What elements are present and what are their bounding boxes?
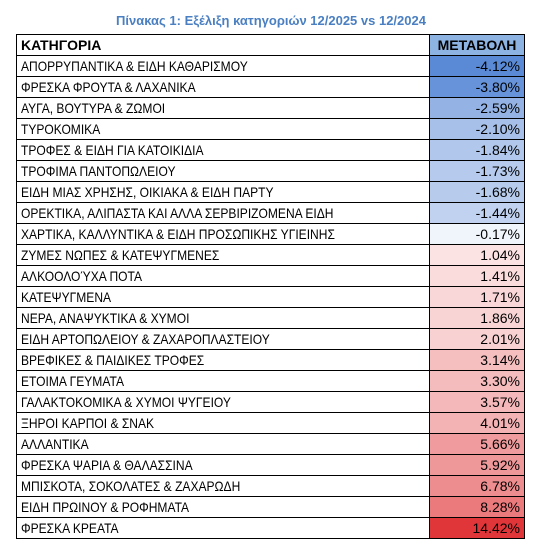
change-cell: 5.66% xyxy=(429,433,525,455)
change-cell: -4.12% xyxy=(429,55,525,77)
change-cell: -1.84% xyxy=(429,139,525,161)
category-cell: ΦΡΕΣΚΑ ΨΑΡΙΑ & ΘΑΛΑΣΣΙΝΑ xyxy=(16,454,430,476)
change-cell: 14.42% xyxy=(429,517,525,539)
change-cell: -1.44% xyxy=(429,202,525,224)
table-row: ΒΡΕΦΙΚΕΣ & ΠΑΙΔΙΚΕΣ ΤΡΟΦΕΣ 3.14% xyxy=(16,349,525,371)
table-row: ΑΥΓΑ, ΒΟΥΤΥΡΑ & ΖΩΜΟΙ -2.59% xyxy=(16,97,525,119)
category-cell: ΦΡΕΣΚΑ ΦΡΟΥΤΑ & ΛΑΧΑΝΙΚΑ xyxy=(16,76,430,98)
category-cell: ΑΠΟΡΡΥΠΑΝΤΙΚΑ & ΕΙΔΗ ΚΑΘΑΡΙΣΜΟΥ xyxy=(16,55,430,77)
category-label: ΑΛΚΟΟΛΟΎΧΑ ΠΟΤΑ xyxy=(21,267,143,284)
category-cell: ΑΥΓΑ, ΒΟΥΤΥΡΑ & ΖΩΜΟΙ xyxy=(16,97,430,119)
category-cell: ΤΥΡΟΚΟΜΙΚΑ xyxy=(16,118,430,140)
change-cell: 1.04% xyxy=(429,244,525,266)
table-row: ΤΡΟΦΙΜΑ ΠΑΝΤΟΠΩΛΕΙΟΥ -1.73% xyxy=(16,160,525,182)
table-row: ΕΙΔΗ ΑΡΤΟΠΩΛΕΙΟΥ & ΖΑΧΑΡΟΠΛΑΣΤΕΙΟΥ 2.01% xyxy=(16,328,525,350)
category-cell: ΟΡΕΚΤΙΚΑ, ΑΛΙΠΑΣΤΑ ΚΑΙ ΑΛΛΑ ΣΕΡΒΙΡΙΖΟΜΕΝ… xyxy=(16,202,430,224)
table-row: ΕΙΔΗ ΠΡΩΙΝΟΥ & ΡΟΦΗΜΑΤΑ 8.28% xyxy=(16,496,525,518)
table-row: ΦΡΕΣΚΑ ΦΡΟΥΤΑ & ΛΑΧΑΝΙΚΑ -3.80% xyxy=(16,76,525,98)
category-label: ΑΥΓΑ, ΒΟΥΤΥΡΑ & ΖΩΜΟΙ xyxy=(21,99,166,116)
change-cell: 3.14% xyxy=(429,349,525,371)
change-cell: 4.01% xyxy=(429,412,525,434)
table-row: ΕΙΔΗ ΜΙΑΣ ΧΡΗΣΗΣ, ΟΙΚΙΑΚΑ & ΕΙΔΗ ΠΑΡΤΥ -1… xyxy=(16,181,525,203)
category-cell: ΤΡΟΦΙΜΑ ΠΑΝΤΟΠΩΛΕΙΟΥ xyxy=(16,160,430,182)
category-label: ΧΑΡΤΙΚΑ, ΚΑΛΛΥΝΤΙΚΑ & ΕΙΔΗ ΠΡΟΣΩΠΙΚΗΣ ΥΓ… xyxy=(21,225,335,242)
category-label: ΓΑΛΑΚΤΟΚΟΜΙΚΑ & ΧΥΜΟΙ ΨΥΓΕΙΟΥ xyxy=(21,393,231,410)
change-cell: 1.71% xyxy=(429,286,525,308)
category-cell: ΕΤΟΙΜΑ ΓΕΥΜΑΤΑ xyxy=(16,370,430,392)
table-row: ΑΛΛΑΝΤΙΚΑ 5.66% xyxy=(16,433,525,455)
category-label: ΦΡΕΣΚΑ ΨΑΡΙΑ & ΘΑΛΑΣΣΙΝΑ xyxy=(21,456,193,473)
table-row: ΑΛΚΟΟΛΟΎΧΑ ΠΟΤΑ 1.41% xyxy=(16,265,525,287)
category-label: ΜΠΙΣΚΟΤΑ, ΣΟΚΟΛΑΤΕΣ & ΖΑΧΑΡΩΔΗ xyxy=(21,477,241,494)
category-label: ΤΡΟΦΕΣ & ΕΙΔΗ ΓΙΑ ΚΑΤΟΙΚΙΔΙΑ xyxy=(21,141,204,158)
category-label: ΑΛΛΑΝΤΙΚΑ xyxy=(21,435,89,452)
header-change: ΜΕΤΑΒΟΛΗ xyxy=(429,34,525,56)
table-row: ΑΠΟΡΡΥΠΑΝΤΙΚΑ & ΕΙΔΗ ΚΑΘΑΡΙΣΜΟΥ -4.12% xyxy=(16,55,525,77)
table-row: ΦΡΕΣΚΑ ΨΑΡΙΑ & ΘΑΛΑΣΣΙΝΑ 5.92% xyxy=(16,454,525,476)
category-cell: ΓΑΛΑΚΤΟΚΟΜΙΚΑ & ΧΥΜΟΙ ΨΥΓΕΙΟΥ xyxy=(16,391,430,413)
category-label: ΦΡΕΣΚΑ ΦΡΟΥΤΑ & ΛΑΧΑΝΙΚΑ xyxy=(21,78,196,95)
change-cell: 3.57% xyxy=(429,391,525,413)
change-cell: -2.59% xyxy=(429,97,525,119)
change-cell: -1.68% xyxy=(429,181,525,203)
category-label: ΚΑΤΕΨΥΓΜΕΝΑ xyxy=(21,288,112,305)
category-cell: ΤΡΟΦΕΣ & ΕΙΔΗ ΓΙΑ ΚΑΤΟΙΚΙΔΙΑ xyxy=(16,139,430,161)
change-cell: -1.73% xyxy=(429,160,525,182)
category-cell: ΑΛΛΑΝΤΙΚΑ xyxy=(16,433,430,455)
table-row: ΚΑΤΕΨΥΓΜΕΝΑ 1.71% xyxy=(16,286,525,308)
table-body: ΑΠΟΡΡΥΠΑΝΤΙΚΑ & ΕΙΔΗ ΚΑΘΑΡΙΣΜΟΥ -4.12% ΦΡΕ… xyxy=(16,55,525,539)
table-row: ΓΑΛΑΚΤΟΚΟΜΙΚΑ & ΧΥΜΟΙ ΨΥΓΕΙΟΥ 3.57% xyxy=(16,391,525,413)
table-header-row: ΚΑΤΗΓΟΡΙΑ ΜΕΤΑΒΟΛΗ xyxy=(16,34,525,56)
table-row: ΖΥΜΕΣ ΝΩΠΕΣ & ΚΑΤΕΨΥΓΜΕΝΕΣ 1.04% xyxy=(16,244,525,266)
table-row: ΝΕΡΑ, ΑΝΑΨΥΚΤΙΚΑ & ΧΥΜΟΙ 1.86% xyxy=(16,307,525,329)
category-label: ΕΙΔΗ ΠΡΩΙΝΟΥ & ΡΟΦΗΜΑΤΑ xyxy=(21,498,190,515)
change-cell: 1.41% xyxy=(429,265,525,287)
table-row: ΧΑΡΤΙΚΑ, ΚΑΛΛΥΝΤΙΚΑ & ΕΙΔΗ ΠΡΟΣΩΠΙΚΗΣ ΥΓ… xyxy=(16,223,525,245)
table-row: ΕΤΟΙΜΑ ΓΕΥΜΑΤΑ 3.30% xyxy=(16,370,525,392)
category-label: ΑΠΟΡΡΥΠΑΝΤΙΚΑ & ΕΙΔΗ ΚΑΘΑΡΙΣΜΟΥ xyxy=(21,57,248,74)
change-cell: 2.01% xyxy=(429,328,525,350)
category-cell: ΕΙΔΗ ΑΡΤΟΠΩΛΕΙΟΥ & ΖΑΧΑΡΟΠΛΑΣΤΕΙΟΥ xyxy=(16,328,430,350)
category-change-table: ΚΑΤΗΓΟΡΙΑ ΜΕΤΑΒΟΛΗ ΑΠΟΡΡΥΠΑΝΤΙΚΑ & ΕΙΔΗ … xyxy=(16,34,525,539)
category-label: ΕΙΔΗ ΑΡΤΟΠΩΛΕΙΟΥ & ΖΑΧΑΡΟΠΛΑΣΤΕΙΟΥ xyxy=(21,330,270,347)
category-cell: ΚΑΤΕΨΥΓΜΕΝΑ xyxy=(16,286,430,308)
table-row: ΤΡΟΦΕΣ & ΕΙΔΗ ΓΙΑ ΚΑΤΟΙΚΙΔΙΑ -1.84% xyxy=(16,139,525,161)
category-label: ΞΗΡΟΙ ΚΑΡΠΟΙ & ΣΝΑΚ xyxy=(21,414,155,431)
category-label: ΦΡΕΣΚΑ ΚΡΕΑΤΑ xyxy=(21,519,119,536)
category-cell: ΕΙΔΗ ΜΙΑΣ ΧΡΗΣΗΣ, ΟΙΚΙΑΚΑ & ΕΙΔΗ ΠΑΡΤΥ xyxy=(16,181,430,203)
change-cell: 6.78% xyxy=(429,475,525,497)
category-cell: ΦΡΕΣΚΑ ΚΡΕΑΤΑ xyxy=(16,517,430,539)
table-caption: Πίνακας 1: Εξέλιξη κατηγοριών 12/2025 vs… xyxy=(116,13,426,28)
change-cell: 8.28% xyxy=(429,496,525,518)
category-cell: ΞΗΡΟΙ ΚΑΡΠΟΙ & ΣΝΑΚ xyxy=(16,412,430,434)
category-label: ΒΡΕΦΙΚΕΣ & ΠΑΙΔΙΚΕΣ ΤΡΟΦΕΣ xyxy=(21,351,205,368)
category-cell: ΒΡΕΦΙΚΕΣ & ΠΑΙΔΙΚΕΣ ΤΡΟΦΕΣ xyxy=(16,349,430,371)
change-cell: 3.30% xyxy=(429,370,525,392)
change-cell: -0.17% xyxy=(429,223,525,245)
table-row: ΞΗΡΟΙ ΚΑΡΠΟΙ & ΣΝΑΚ 4.01% xyxy=(16,412,525,434)
category-label: ΖΥΜΕΣ ΝΩΠΕΣ & ΚΑΤΕΨΥΓΜΕΝΕΣ xyxy=(21,246,220,263)
table-row: ΜΠΙΣΚΟΤΑ, ΣΟΚΟΛΑΤΕΣ & ΖΑΧΑΡΩΔΗ 6.78% xyxy=(16,475,525,497)
table-row: ΤΥΡΟΚΟΜΙΚΑ -2.10% xyxy=(16,118,525,140)
category-label: ΕΤΟΙΜΑ ΓΕΥΜΑΤΑ xyxy=(21,372,124,389)
category-cell: ΜΠΙΣΚΟΤΑ, ΣΟΚΟΛΑΤΕΣ & ΖΑΧΑΡΩΔΗ xyxy=(16,475,430,497)
table-row: ΦΡΕΣΚΑ ΚΡΕΑΤΑ 14.42% xyxy=(16,517,525,539)
category-label: ΝΕΡΑ, ΑΝΑΨΥΚΤΙΚΑ & ΧΥΜΟΙ xyxy=(21,309,190,326)
change-cell: -2.10% xyxy=(429,118,525,140)
category-label: ΤΡΟΦΙΜΑ ΠΑΝΤΟΠΩΛΕΙΟΥ xyxy=(21,162,176,179)
category-cell: ΝΕΡΑ, ΑΝΑΨΥΚΤΙΚΑ & ΧΥΜΟΙ xyxy=(16,307,430,329)
change-cell: 1.86% xyxy=(429,307,525,329)
table-row: ΟΡΕΚΤΙΚΑ, ΑΛΙΠΑΣΤΑ ΚΑΙ ΑΛΛΑ ΣΕΡΒΙΡΙΖΟΜΕΝ… xyxy=(16,202,525,224)
category-cell: ΑΛΚΟΟΛΟΎΧΑ ΠΟΤΑ xyxy=(16,265,430,287)
category-cell: ΕΙΔΗ ΠΡΩΙΝΟΥ & ΡΟΦΗΜΑΤΑ xyxy=(16,496,430,518)
category-label: ΕΙΔΗ ΜΙΑΣ ΧΡΗΣΗΣ, ΟΙΚΙΑΚΑ & ΕΙΔΗ ΠΑΡΤΥ xyxy=(21,183,274,200)
category-cell: ΧΑΡΤΙΚΑ, ΚΑΛΛΥΝΤΙΚΑ & ΕΙΔΗ ΠΡΟΣΩΠΙΚΗΣ ΥΓ… xyxy=(16,223,430,245)
header-category: ΚΑΤΗΓΟΡΙΑ xyxy=(16,34,430,56)
category-label: ΟΡΕΚΤΙΚΑ, ΑΛΙΠΑΣΤΑ ΚΑΙ ΑΛΛΑ ΣΕΡΒΙΡΙΖΟΜΕΝ… xyxy=(21,204,334,221)
change-cell: 5.92% xyxy=(429,454,525,476)
category-cell: ΖΥΜΕΣ ΝΩΠΕΣ & ΚΑΤΕΨΥΓΜΕΝΕΣ xyxy=(16,244,430,266)
category-label: ΤΥΡΟΚΟΜΙΚΑ xyxy=(21,120,101,137)
change-cell: -3.80% xyxy=(429,76,525,98)
